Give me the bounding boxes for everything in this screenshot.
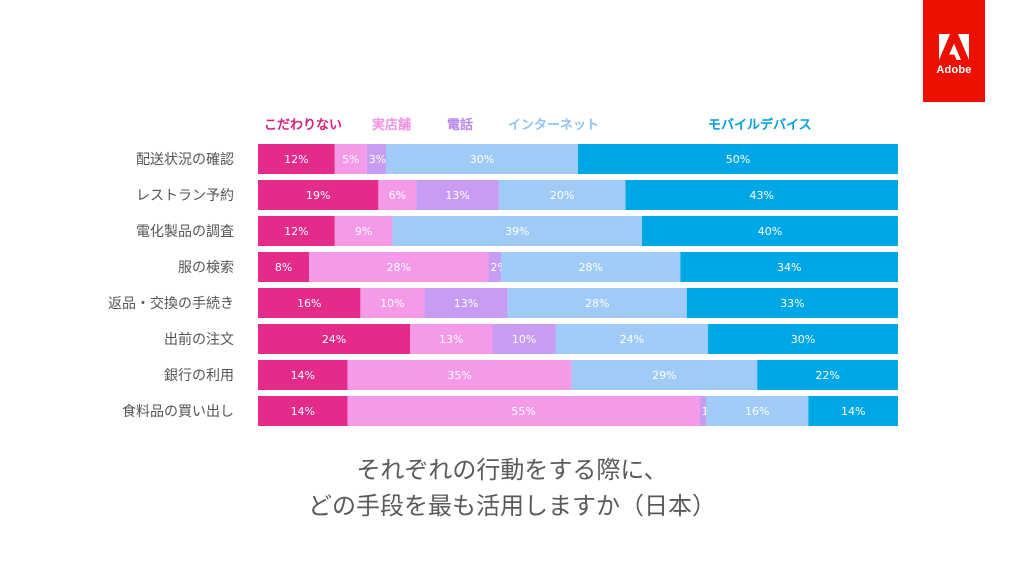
bar-segment: [571, 360, 758, 390]
data-label: 55%: [511, 405, 535, 418]
bar-segment: [334, 216, 393, 246]
data-label: 19%: [306, 189, 330, 202]
data-label: 40%: [758, 225, 782, 238]
data-label: 22%: [815, 369, 839, 382]
category-label: 返品・交換の手続き: [108, 296, 234, 312]
data-label: 30%: [791, 333, 815, 346]
bar-segment: [501, 252, 681, 282]
data-label: 16%: [297, 297, 321, 310]
category-label: 銀行の利用: [164, 368, 234, 384]
adobe-wordmark: Adobe: [936, 64, 972, 76]
bar-segment: [386, 144, 578, 174]
bar-segment: [642, 216, 898, 246]
category-label: 食料品の買い出し: [122, 404, 234, 420]
data-label: 14%: [291, 405, 315, 418]
bar-segment: [492, 324, 556, 354]
bar-segment: [680, 252, 898, 282]
data-label: 10%: [380, 297, 404, 310]
data-label: 20%: [550, 189, 574, 202]
adobe-logo: Adobe: [923, 0, 985, 102]
category-label: 配送状況の確認: [136, 152, 234, 168]
data-label: 13%: [439, 333, 463, 346]
data-label: 12%: [284, 225, 308, 238]
bar-segment: [699, 396, 706, 426]
bar-segment: [258, 288, 361, 318]
bar-segment: [410, 324, 493, 354]
data-label: 28%: [585, 297, 609, 310]
subtitle-line-2: どの手段を最も活用しますか（日本）: [308, 492, 716, 520]
bar-segment: [366, 144, 386, 174]
data-label: 34%: [777, 261, 801, 274]
data-label: 29%: [652, 369, 676, 382]
bar-segment: [258, 180, 379, 210]
category-label: 出前の注文: [164, 332, 234, 348]
data-label: 39%: [505, 225, 529, 238]
legend-item-5: モバイルデバイス: [708, 118, 812, 133]
data-label: 50%: [726, 153, 750, 166]
category-label: 電化製品の調査: [136, 224, 234, 240]
data-label: 5%: [342, 153, 359, 166]
bar-segment: [347, 360, 572, 390]
bar-segment: [258, 360, 348, 390]
category-label: 服の検索: [178, 260, 234, 276]
bar-segment: [309, 252, 489, 282]
data-label: 10%: [512, 333, 536, 346]
bar-segment: [625, 180, 898, 210]
bar-segment: [347, 396, 700, 426]
data-label: 16%: [745, 405, 769, 418]
data-label: 3%: [369, 153, 386, 166]
legend-item-1: こだわりない: [264, 118, 343, 133]
data-label: 14%: [291, 369, 315, 382]
legend-item-2: 実店舗: [372, 118, 412, 133]
legend-item-4: インターネット: [508, 118, 600, 133]
data-label: 14%: [841, 405, 865, 418]
bar-segment: [392, 216, 642, 246]
bar-segment: [360, 288, 425, 318]
data-label: 12%: [284, 153, 308, 166]
bar-segment: [416, 180, 499, 210]
bar-segment: [258, 324, 411, 354]
bar-segment: [555, 324, 708, 354]
bar-segment: [507, 288, 687, 318]
bar-segment: [258, 396, 348, 426]
bar-segment: [808, 396, 898, 426]
data-label: 6%: [389, 189, 406, 202]
category-label: レストラン予約: [136, 188, 234, 204]
subtitle-line-1: それぞれの行動をする際に、: [356, 456, 668, 484]
data-label: 13%: [445, 189, 469, 202]
bar-segment: [488, 252, 502, 282]
bar-segment: [334, 144, 367, 174]
data-label: 8%: [275, 261, 292, 274]
bar-segment: [578, 144, 898, 174]
bar-segment: [757, 360, 898, 390]
bar-segment: [424, 288, 508, 318]
data-label: 43%: [750, 189, 774, 202]
data-label: 33%: [780, 297, 804, 310]
bar-segment: [378, 180, 417, 210]
data-label: 13%: [454, 297, 478, 310]
bar-segment: [686, 288, 898, 318]
data-label: 9%: [355, 225, 372, 238]
bar-segment: [258, 252, 310, 282]
data-label: 35%: [447, 369, 471, 382]
data-label: 24%: [322, 333, 346, 346]
data-label: 28%: [387, 261, 411, 274]
data-label: 28%: [579, 261, 603, 274]
bar-segment: [706, 396, 809, 426]
bar-segment: [707, 324, 898, 354]
data-label: 24%: [620, 333, 644, 346]
bar-segment: [498, 180, 626, 210]
adobe-a-icon: [939, 34, 969, 60]
bar-segment: [258, 144, 335, 174]
legend-item-3: 電話: [447, 118, 474, 133]
data-label: 30%: [470, 153, 494, 166]
bar-segment: [258, 216, 335, 246]
